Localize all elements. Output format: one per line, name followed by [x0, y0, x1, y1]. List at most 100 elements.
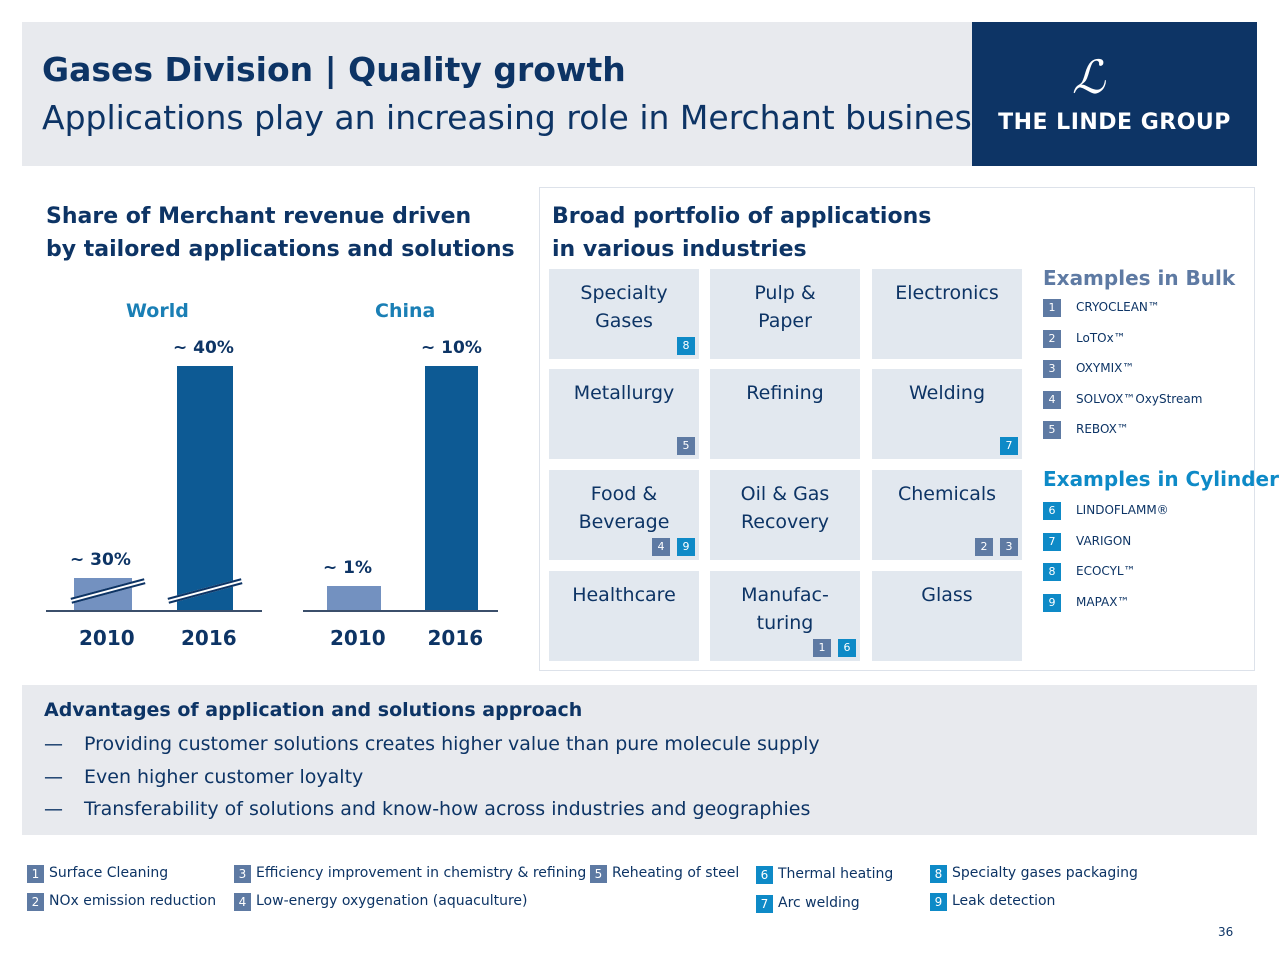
application-number-badge: 9: [1043, 593, 1061, 612]
industry-label-line: Paper: [758, 310, 812, 332]
advantage-text: Even higher customer loyalty: [84, 766, 364, 788]
industry-label-line: Electronics: [895, 282, 999, 304]
application-number-badge: 5: [1043, 421, 1061, 439]
x-axis-line: [46, 610, 262, 612]
application-number-badge: 3: [1043, 360, 1061, 378]
region-label: World: [126, 300, 189, 322]
industry-tile: Electronics: [872, 269, 1022, 359]
application-number-badge: 2: [975, 538, 993, 556]
advantage-text: Providing customer solutions creates hig…: [84, 733, 820, 755]
industry-label: Food & Beverage: [549, 480, 699, 536]
page-title: Gases Division | Quality growth: [42, 50, 626, 89]
application-number-badge: 4: [1043, 390, 1061, 409]
application-number-badge: 3: [234, 865, 251, 883]
industry-label: Glass: [872, 581, 1022, 609]
dash-bullet: —: [44, 798, 63, 820]
industry-label: Healthcare: [549, 581, 699, 609]
application-number-badge: 1: [813, 639, 831, 657]
legend-text: Efficiency improvement in chemistry & re…: [256, 865, 587, 881]
industry-tile: Pulp & Paper: [710, 269, 860, 359]
x-tick-label: 2010: [79, 626, 135, 650]
bar-value-label: ~ 40%: [173, 338, 234, 358]
application-number-badge: 5: [590, 865, 607, 883]
x-tick-label: 2016: [427, 626, 484, 650]
industry-tile: Welding 7: [872, 369, 1022, 459]
chart-heading-line1: Share of Merchant revenue driven: [46, 204, 472, 229]
application-number-badge: 5: [677, 437, 695, 455]
example-name: CRYOCLEAN™: [1076, 300, 1160, 314]
legend-text: Leak detection: [952, 893, 1056, 909]
application-number-badge: 4: [234, 893, 251, 911]
application-number-badge: 8: [677, 337, 695, 355]
application-number-badge: 6: [756, 866, 773, 884]
example-name: OXYMIX™: [1076, 361, 1135, 375]
application-number-badge: 7: [1043, 532, 1061, 551]
industry-tile: Chemicals 2 3: [872, 470, 1022, 560]
application-number-badge: 2: [27, 893, 44, 911]
industry-label-line: Manufac-: [741, 584, 829, 606]
industry-label: Specialty Gases: [549, 279, 699, 335]
x-tick-label: 2016: [181, 626, 237, 650]
portfolio-heading: Broad portfolio of applications in vario…: [552, 200, 931, 266]
industry-label-line: Food &: [590, 483, 658, 505]
linde-l-icon: ℒ: [1072, 50, 1106, 104]
industry-label-line: Pulp &: [754, 282, 816, 304]
industry-label-line: Oil & Gas: [740, 483, 830, 505]
application-number-badge: 6: [1043, 502, 1061, 520]
application-number-badge: 9: [930, 893, 947, 911]
x-axis-line: [303, 610, 498, 612]
example-name: LINDOFLAMM®: [1076, 503, 1169, 517]
portfolio-heading-line2: in various industries: [552, 237, 807, 262]
title-banner: Gases Division | Quality growth Applicat…: [22, 22, 989, 166]
cylinder-examples-title: Examples in Cylinder: [1043, 467, 1279, 491]
bar-value-label: ~ 10%: [421, 338, 482, 358]
example-name: LoTOx™: [1076, 330, 1126, 345]
logo-text: THE LINDE GROUP: [998, 110, 1231, 135]
industry-label-line: Chemicals: [897, 483, 997, 505]
bar: [425, 366, 478, 610]
industry-label-line: Beverage: [578, 511, 670, 533]
x-tick-label: 2010: [330, 626, 386, 650]
application-number-badge: 1: [27, 865, 44, 883]
industry-label: Welding: [872, 379, 1022, 407]
industry-label: Manufac-turing: [710, 581, 860, 637]
industry-label-line: Metallurgy: [573, 382, 675, 404]
legend-text: Specialty gases packaging: [952, 865, 1138, 881]
linde-logo: ℒ THE LINDE GROUP: [972, 22, 1257, 166]
application-number-badge: 2: [1043, 329, 1061, 348]
industry-tile: Oil & Gas Recovery: [710, 470, 860, 560]
industry-tile: Food & Beverage 4 9: [549, 470, 699, 560]
industry-label-line: Healthcare: [572, 584, 676, 606]
advantage-text: Transferability of solutions and know-ho…: [84, 798, 811, 820]
bar-value-label: ~ 1%: [323, 557, 373, 578]
industry-label-line: Refining: [746, 382, 824, 404]
bar: [177, 366, 233, 610]
industry-label: Chemicals: [872, 480, 1022, 508]
legend-text: NOx emission reduction: [49, 893, 217, 909]
advantage-item: — Transferability of solutions and know-h…: [44, 798, 810, 820]
industry-label: Refining: [710, 379, 860, 407]
bar-value-label: ~ 30%: [70, 550, 131, 570]
legend-text: Reheating of steel: [612, 865, 740, 881]
advantage-item: — Providing customer solutions creates hi…: [44, 733, 820, 755]
bar: [327, 585, 381, 610]
example-name: SOLVOX™OxyStream: [1076, 391, 1203, 406]
application-number-badge: 8: [930, 865, 947, 883]
example-name: MAPAX™: [1076, 594, 1130, 609]
portfolio-panel: [539, 187, 1255, 671]
page-number: 36: [1218, 925, 1234, 939]
industry-tile: Metallurgy 5: [549, 369, 699, 459]
industry-tile: Glass: [872, 571, 1022, 661]
application-number-badge: 9: [677, 538, 695, 556]
industry-tile: Healthcare: [549, 571, 699, 661]
industry-label: Electronics: [872, 279, 1022, 307]
chart-heading: Share of Merchant revenue driven by tail…: [46, 200, 515, 266]
region-label: China: [375, 300, 436, 322]
legend-text: Arc welding: [778, 895, 860, 911]
application-number-badge: 1: [1043, 299, 1061, 317]
example-name: REBOX™: [1076, 422, 1129, 436]
advantages-title: Advantages of application and solutions …: [44, 699, 583, 721]
dash-bullet: —: [44, 766, 63, 788]
application-number-badge: 7: [756, 895, 773, 913]
industry-label-line: Specialty: [580, 282, 668, 304]
